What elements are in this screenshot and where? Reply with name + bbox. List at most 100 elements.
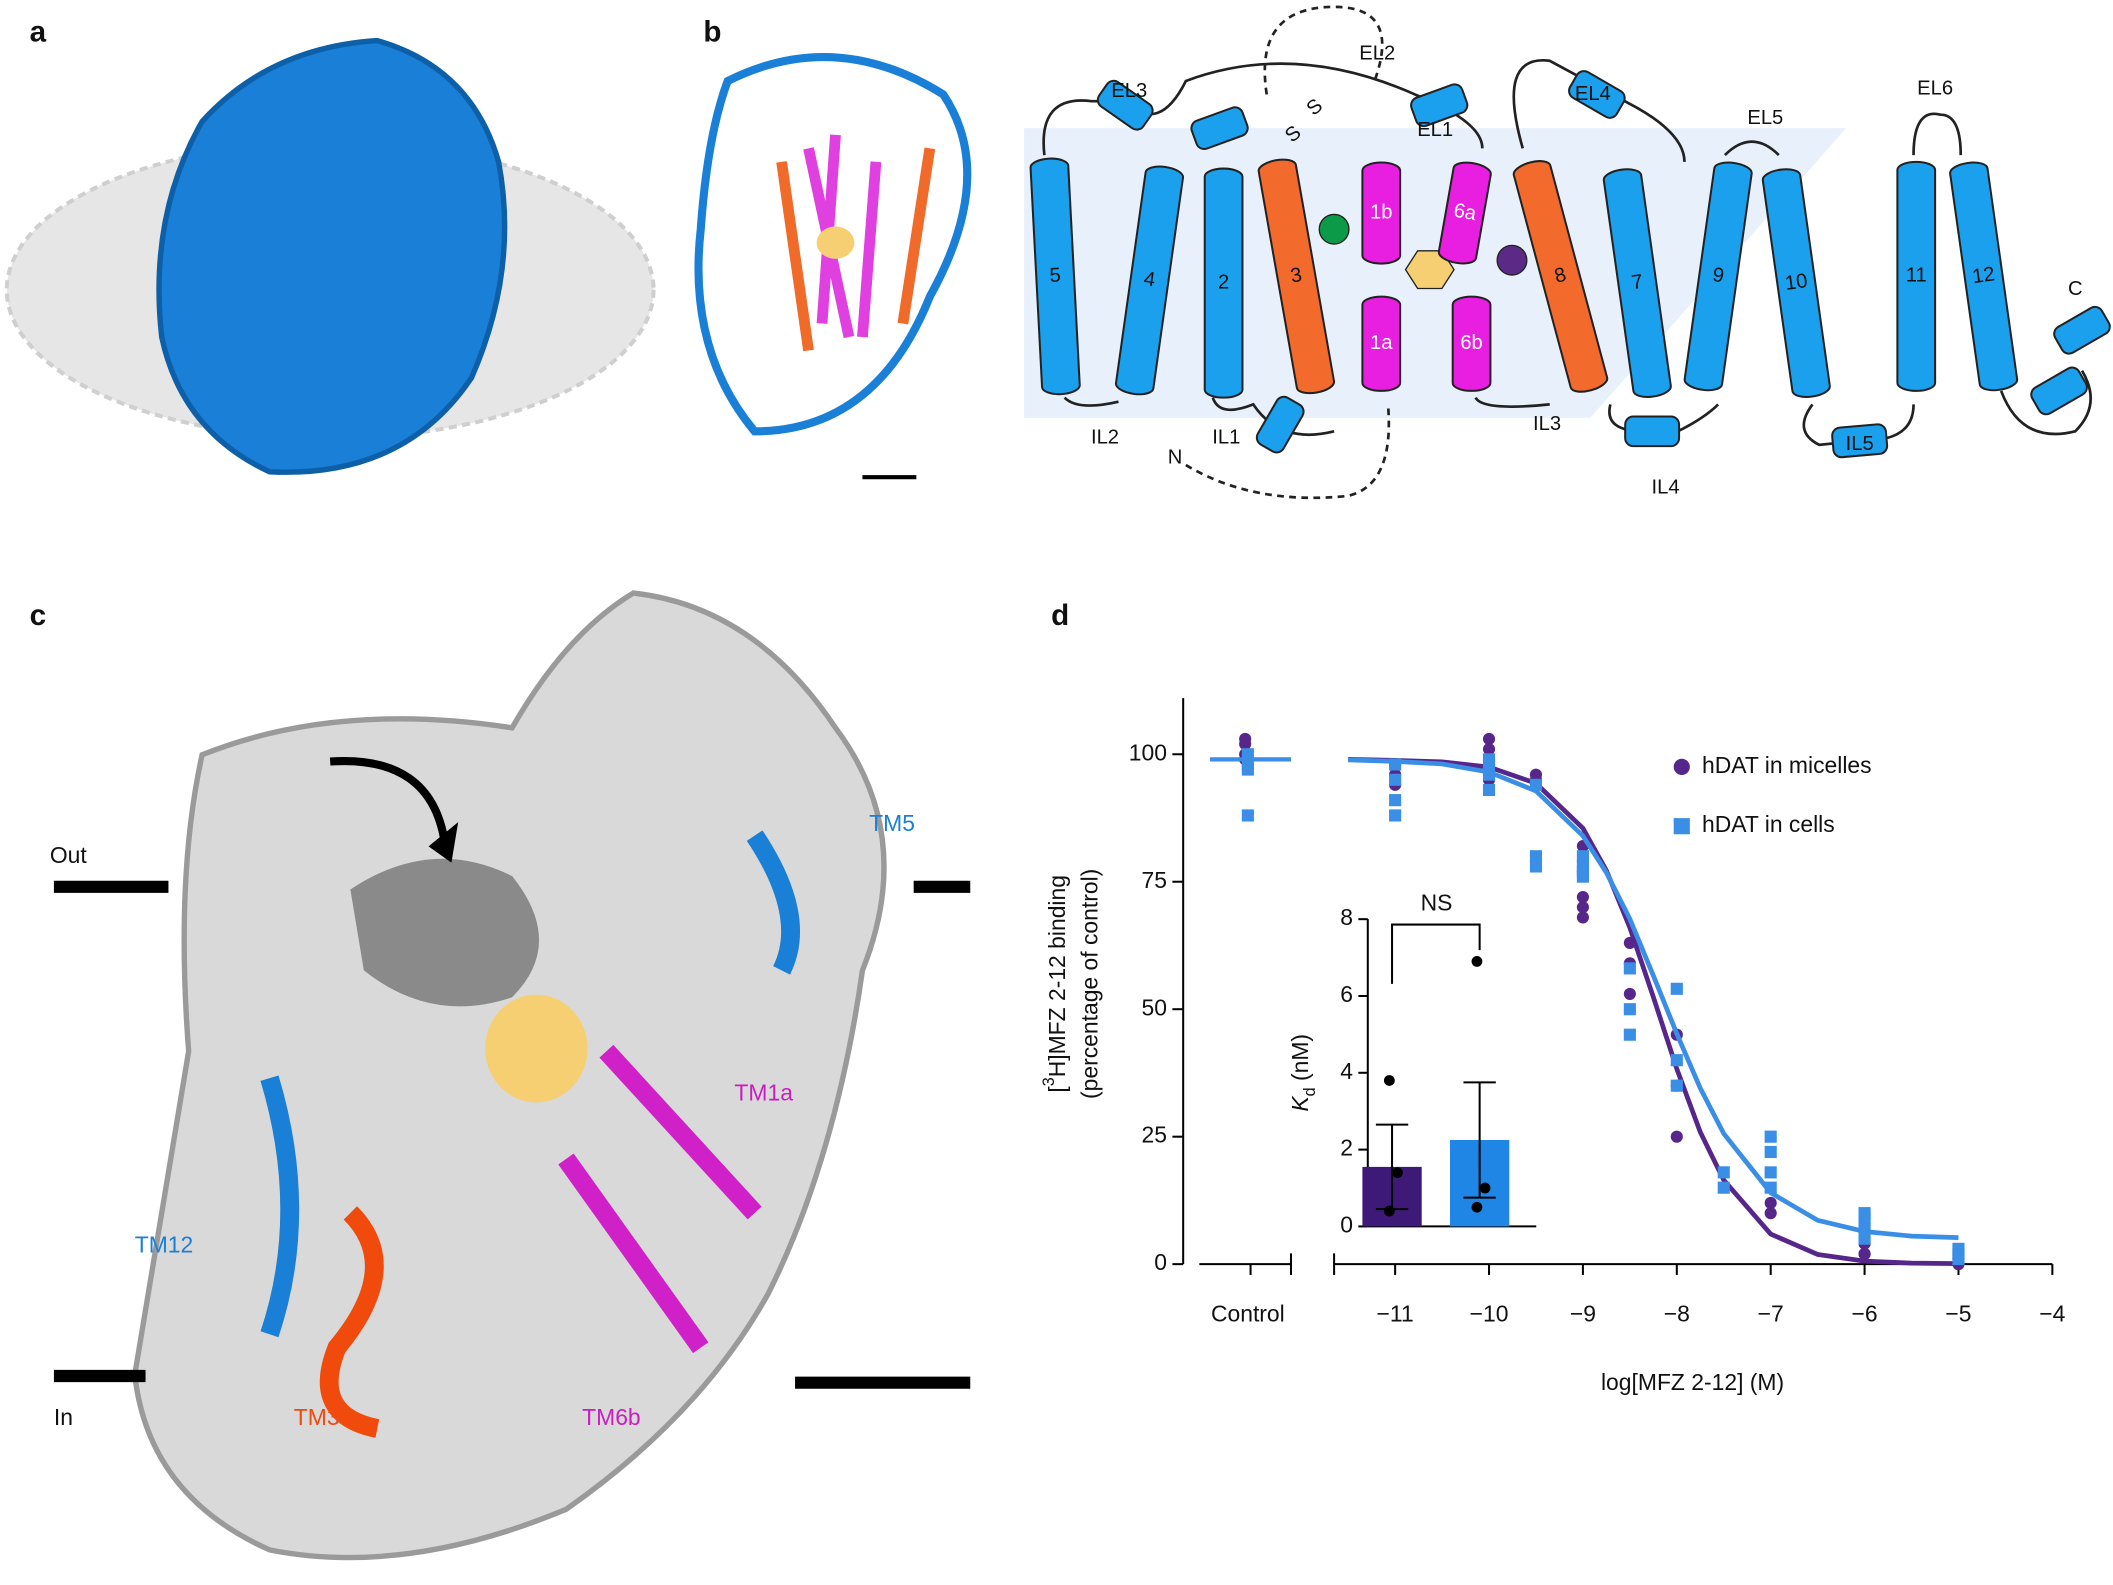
inset-point [1479,1182,1491,1194]
data-point [1576,870,1589,883]
loop [1185,404,1391,500]
legend-label: hDAT in micelles [1702,752,1872,778]
inset-title: NS [1421,889,1453,915]
data-point [1717,1166,1730,1179]
control-label: Control [1211,1300,1285,1326]
loop-label: EL5 [1747,107,1783,129]
y-tick-label: 100 [1129,739,1167,765]
loop-label: EL2 [1359,42,1395,64]
helix-label: 1b [1370,201,1392,223]
inset-y-label-part: d [1301,1087,1319,1096]
helix-cylinder [1257,158,1336,395]
loop-label: EL6 [1917,77,1953,99]
inset-point [1383,1205,1395,1217]
loop-label: EL1 [1417,119,1453,141]
panel-letter: d [1051,599,1069,632]
short-helix-cylinder [1255,395,1305,454]
helix-label: TM6b [582,1404,641,1430]
data-point [1858,1212,1871,1225]
data-point [1389,773,1402,786]
data-point [1764,1130,1777,1143]
helix-tm3 [319,1206,384,1438]
helix-label: 10 [1784,270,1809,295]
short-helix [1831,423,1889,459]
data-point [1529,850,1543,863]
x-tick-label: −8 [1664,1300,1690,1326]
inset-y-label-part: K [1287,1095,1313,1112]
x-tick-label: −9 [1570,1300,1596,1326]
helix-cylinder [1896,160,1937,392]
inset-y-label: Kd (nM) [1287,1034,1319,1112]
x-tick-label: −6 [1852,1300,1878,1326]
helix: 6b [1451,295,1492,392]
panel-letter: b [703,16,721,49]
arrow-head [428,822,459,863]
data-point [1952,1252,1965,1266]
x-tick-label: −10 [1470,1300,1509,1326]
data-point [1764,1207,1777,1220]
helix-label: 1a [1370,332,1393,354]
data-point [1858,1247,1871,1261]
inset-point [1383,1075,1395,1086]
y-axis-label: [3H]MFZ 2-12 binding [1040,875,1070,1093]
data-point [1529,768,1543,781]
ribbon-helices-orange [776,147,936,352]
ligand [816,226,855,259]
helix: 4 [1114,165,1185,396]
helix: 11 [1896,160,1937,392]
data-point [1241,809,1254,822]
x-axis-label: log[MFZ 2-12] (M) [1601,1369,1784,1395]
vestibule [350,858,540,1007]
helix: 6a [1437,161,1492,265]
terminus-label: C [2068,278,2083,300]
helix: 12 [1949,161,2019,392]
helix: 9 [1683,161,1753,392]
helix-label: 6b [1460,332,1482,354]
helix-label: 7 [1630,271,1644,294]
inset-y-tick-label: 2 [1340,1135,1353,1161]
ion-site [1318,213,1350,245]
data-point [1529,860,1543,873]
ribbon-model [694,52,972,480]
data-point [1482,743,1496,756]
helix: 7 [1602,168,1672,398]
loop [1263,5,1384,95]
density-map [4,37,656,475]
helix-label: 4 [1142,268,1156,291]
protein-density [156,37,508,475]
data-point [1623,1028,1636,1041]
panel-letter: a [30,16,47,49]
y-axis-label-part: H]MFZ 2-12 binding [1044,875,1070,1077]
substrate-site [1404,250,1455,290]
short-helix [2030,366,2088,416]
data-point [1717,1181,1730,1194]
loop-label: IL5 [1846,433,1874,455]
data-point [1482,758,1496,771]
data-point [1482,783,1496,797]
helix-cylinder [1949,161,2019,392]
helix-label: TM1a [734,1079,793,1105]
data-point [1858,1232,1871,1245]
structure-cutaway: Out In TM5 TM12 TM1a TM3 TM6b [50,590,971,1561]
helix-label: 2 [1218,271,1229,293]
data-point [1576,890,1589,904]
y-tick-label: 50 [1142,994,1167,1020]
loop-label: IL2 [1091,426,1119,448]
x-tick-label: −7 [1758,1300,1784,1326]
helix-label: 12 [1971,263,1996,288]
disulfide-label: S [1303,95,1327,121]
inset-y-tick-label: 8 [1340,904,1353,930]
data-point [1241,748,1254,761]
helix: 8 [1512,160,1609,393]
inset-y-tick-label: 4 [1340,1058,1353,1084]
y-tick-label: 0 [1154,1249,1167,1275]
helix-tm [260,830,800,1338]
data-point [1764,1196,1777,1210]
helix: 2 [1203,167,1244,399]
fit-curve [1348,756,1959,1267]
fit-curve [1348,757,1959,1240]
short-helix [2053,305,2111,355]
helix-cylinder [1512,160,1609,393]
arrow [329,756,449,843]
short-helix [1190,106,1249,151]
